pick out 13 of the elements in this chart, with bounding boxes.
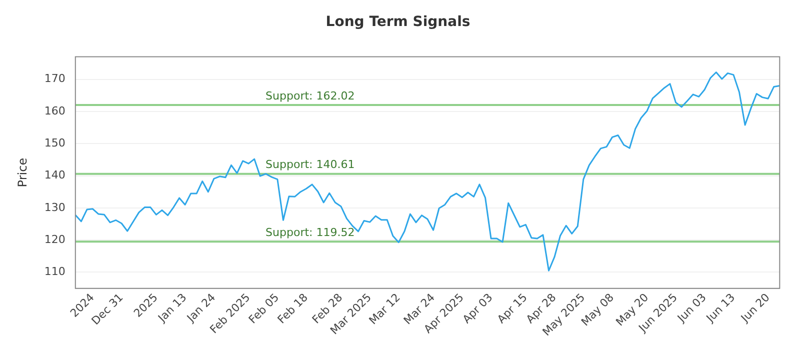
y-tick-label: 150 (44, 136, 66, 150)
ref-line-label: Support: 140.61 (266, 158, 355, 172)
y-tick-label: 120 (44, 232, 66, 246)
y-axis-title: Price (15, 158, 30, 188)
y-tick-label: 110 (44, 265, 66, 278)
y-tick-label: 140 (44, 168, 66, 182)
ref-line-label: Support: 162.02 (266, 89, 355, 102)
y-tick-label: 160 (44, 104, 66, 118)
x-tick-label: Jun 20 (738, 290, 772, 326)
y-tick-label: 130 (44, 200, 66, 214)
chart-title: Long Term Signals (326, 14, 470, 30)
y-tick-label: 170 (44, 72, 66, 86)
ref-line-label: Support: 119.52 (266, 226, 355, 239)
